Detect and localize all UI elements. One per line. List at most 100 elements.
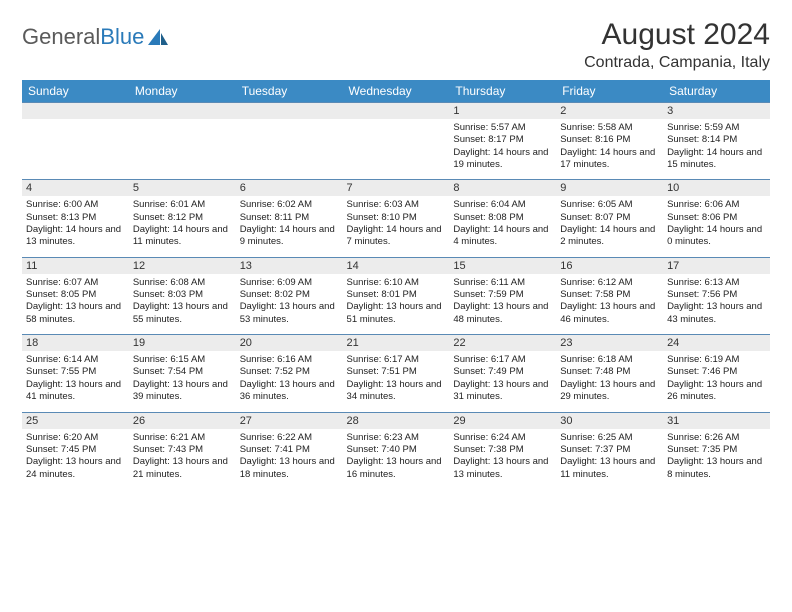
sunset-line: Sunset: 7:52 PM <box>240 366 339 378</box>
day-body: Sunrise: 5:59 AMSunset: 8:14 PMDaylight:… <box>663 119 770 179</box>
sunrise-line: Sunrise: 6:07 AM <box>26 277 125 289</box>
sunrise-line: Sunrise: 6:22 AM <box>240 432 339 444</box>
sunset-line: Sunset: 7:37 PM <box>560 444 659 456</box>
logo: GeneralBlue <box>22 18 170 50</box>
sunset-line: Sunset: 8:08 PM <box>453 212 552 224</box>
day-body: Sunrise: 6:18 AMSunset: 7:48 PMDaylight:… <box>556 351 663 411</box>
daylight-line: Daylight: 13 hours and 34 minutes. <box>347 379 446 404</box>
calendar-cell: 6Sunrise: 6:02 AMSunset: 8:11 PMDaylight… <box>236 179 343 256</box>
sunrise-line: Sunrise: 6:05 AM <box>560 199 659 211</box>
daylight-line: Daylight: 14 hours and 19 minutes. <box>453 147 552 172</box>
day-number: 22 <box>449 335 556 351</box>
daylight-line: Daylight: 13 hours and 18 minutes. <box>240 456 339 481</box>
day-number: 31 <box>663 413 770 429</box>
daylight-line: Daylight: 14 hours and 13 minutes. <box>26 224 125 249</box>
day-number: 3 <box>663 103 770 119</box>
weekday-header: Monday <box>129 80 236 102</box>
weekday-header: Wednesday <box>343 80 450 102</box>
day-number: 8 <box>449 180 556 196</box>
sunset-line: Sunset: 8:14 PM <box>667 134 766 146</box>
daylight-line: Daylight: 13 hours and 39 minutes. <box>133 379 232 404</box>
location: Contrada, Campania, Italy <box>584 54 770 72</box>
title-block: August 2024 Contrada, Campania, Italy <box>584 18 770 72</box>
calendar-cell: 22Sunrise: 6:17 AMSunset: 7:49 PMDayligh… <box>449 334 556 411</box>
sunset-line: Sunset: 7:35 PM <box>667 444 766 456</box>
sunrise-line: Sunrise: 6:06 AM <box>667 199 766 211</box>
day-body: Sunrise: 6:23 AMSunset: 7:40 PMDaylight:… <box>343 429 450 489</box>
sunset-line: Sunset: 8:02 PM <box>240 289 339 301</box>
day-body: Sunrise: 6:15 AMSunset: 7:54 PMDaylight:… <box>129 351 236 411</box>
sunrise-line: Sunrise: 6:12 AM <box>560 277 659 289</box>
sunset-line: Sunset: 8:03 PM <box>133 289 232 301</box>
calendar-cell: 11Sunrise: 6:07 AMSunset: 8:05 PMDayligh… <box>22 257 129 334</box>
day-body: Sunrise: 6:25 AMSunset: 7:37 PMDaylight:… <box>556 429 663 489</box>
sunrise-line: Sunrise: 6:10 AM <box>347 277 446 289</box>
daylight-line: Daylight: 13 hours and 55 minutes. <box>133 301 232 326</box>
calendar-cell: 28Sunrise: 6:23 AMSunset: 7:40 PMDayligh… <box>343 412 450 489</box>
sunrise-line: Sunrise: 6:01 AM <box>133 199 232 211</box>
logo-part2: Blue <box>100 24 144 49</box>
sunrise-line: Sunrise: 6:16 AM <box>240 354 339 366</box>
day-body: Sunrise: 6:12 AMSunset: 7:58 PMDaylight:… <box>556 274 663 334</box>
sunset-line: Sunset: 8:16 PM <box>560 134 659 146</box>
day-body: Sunrise: 6:07 AMSunset: 8:05 PMDaylight:… <box>22 274 129 334</box>
calendar-cell: 21Sunrise: 6:17 AMSunset: 7:51 PMDayligh… <box>343 334 450 411</box>
calendar-cell: 7Sunrise: 6:03 AMSunset: 8:10 PMDaylight… <box>343 179 450 256</box>
calendar-cell: 24Sunrise: 6:19 AMSunset: 7:46 PMDayligh… <box>663 334 770 411</box>
day-body: Sunrise: 6:02 AMSunset: 8:11 PMDaylight:… <box>236 196 343 256</box>
calendar-cell <box>343 102 450 179</box>
day-body: Sunrise: 6:05 AMSunset: 8:07 PMDaylight:… <box>556 196 663 256</box>
day-body: Sunrise: 5:57 AMSunset: 8:17 PMDaylight:… <box>449 119 556 179</box>
weekday-header: Thursday <box>449 80 556 102</box>
sunrise-line: Sunrise: 6:19 AM <box>667 354 766 366</box>
daylight-line: Daylight: 14 hours and 4 minutes. <box>453 224 552 249</box>
day-number: 5 <box>129 180 236 196</box>
sunrise-line: Sunrise: 6:18 AM <box>560 354 659 366</box>
calendar-cell <box>22 102 129 179</box>
day-number: 9 <box>556 180 663 196</box>
day-body: Sunrise: 6:17 AMSunset: 7:49 PMDaylight:… <box>449 351 556 411</box>
day-number: 23 <box>556 335 663 351</box>
day-number <box>343 103 450 119</box>
calendar-table: SundayMondayTuesdayWednesdayThursdayFrid… <box>22 80 770 489</box>
calendar-cell: 8Sunrise: 6:04 AMSunset: 8:08 PMDaylight… <box>449 179 556 256</box>
sunset-line: Sunset: 7:46 PM <box>667 366 766 378</box>
daylight-line: Daylight: 13 hours and 16 minutes. <box>347 456 446 481</box>
day-body: Sunrise: 6:17 AMSunset: 7:51 PMDaylight:… <box>343 351 450 411</box>
sunrise-line: Sunrise: 6:25 AM <box>560 432 659 444</box>
day-body: Sunrise: 5:58 AMSunset: 8:16 PMDaylight:… <box>556 119 663 179</box>
sunrise-line: Sunrise: 6:17 AM <box>347 354 446 366</box>
day-body <box>129 119 236 179</box>
day-body: Sunrise: 6:10 AMSunset: 8:01 PMDaylight:… <box>343 274 450 334</box>
day-number <box>236 103 343 119</box>
logo-text: GeneralBlue <box>22 24 144 50</box>
day-number: 24 <box>663 335 770 351</box>
weekday-header: Saturday <box>663 80 770 102</box>
sunrise-line: Sunrise: 6:24 AM <box>453 432 552 444</box>
sunset-line: Sunset: 8:07 PM <box>560 212 659 224</box>
day-number: 20 <box>236 335 343 351</box>
sunset-line: Sunset: 7:56 PM <box>667 289 766 301</box>
calendar-header-row: SundayMondayTuesdayWednesdayThursdayFrid… <box>22 80 770 102</box>
calendar-cell: 26Sunrise: 6:21 AMSunset: 7:43 PMDayligh… <box>129 412 236 489</box>
weekday-header: Sunday <box>22 80 129 102</box>
day-body: Sunrise: 6:11 AMSunset: 7:59 PMDaylight:… <box>449 274 556 334</box>
weekday-header: Friday <box>556 80 663 102</box>
sunset-line: Sunset: 7:48 PM <box>560 366 659 378</box>
header: GeneralBlue August 2024 Contrada, Campan… <box>22 18 770 72</box>
sunset-line: Sunset: 7:40 PM <box>347 444 446 456</box>
day-number: 29 <box>449 413 556 429</box>
calendar-cell: 30Sunrise: 6:25 AMSunset: 7:37 PMDayligh… <box>556 412 663 489</box>
sunset-line: Sunset: 7:49 PM <box>453 366 552 378</box>
day-body: Sunrise: 6:22 AMSunset: 7:41 PMDaylight:… <box>236 429 343 489</box>
daylight-line: Daylight: 14 hours and 9 minutes. <box>240 224 339 249</box>
sunrise-line: Sunrise: 6:14 AM <box>26 354 125 366</box>
day-body: Sunrise: 6:20 AMSunset: 7:45 PMDaylight:… <box>22 429 129 489</box>
day-number <box>129 103 236 119</box>
sunset-line: Sunset: 7:41 PM <box>240 444 339 456</box>
daylight-line: Daylight: 13 hours and 46 minutes. <box>560 301 659 326</box>
sunset-line: Sunset: 7:45 PM <box>26 444 125 456</box>
sunrise-line: Sunrise: 6:08 AM <box>133 277 232 289</box>
day-body <box>236 119 343 179</box>
daylight-line: Daylight: 14 hours and 7 minutes. <box>347 224 446 249</box>
